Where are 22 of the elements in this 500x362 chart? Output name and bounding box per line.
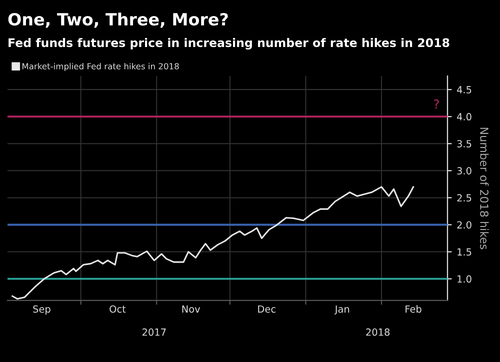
annotation: ? xyxy=(434,99,439,109)
line-series xyxy=(12,186,414,300)
text: 2018 xyxy=(366,328,390,336)
x-tick-label: Oct xyxy=(110,305,126,313)
chart-title: One, Two, Three, More? xyxy=(8,12,228,28)
y-tick-label: 1.0 xyxy=(458,275,472,283)
y-tick-label: 4.5 xyxy=(457,86,472,94)
y-tick-label: 1.5 xyxy=(458,248,472,256)
x-tick-label: Jan xyxy=(334,305,350,315)
x-tick-label: Sep xyxy=(33,305,50,315)
y-tick-label: 2.5 xyxy=(457,194,472,202)
y-tick-label: 2.0 xyxy=(457,221,472,229)
x-tick-label: Nov xyxy=(182,305,200,313)
text: 2017 xyxy=(142,328,166,336)
x-tick-label: Feb xyxy=(406,305,422,313)
chart-subtitle: Fed funds futures price in increasing number of rate hikes in 2018 xyxy=(8,38,450,50)
y-tick-label: 3.5 xyxy=(457,140,472,148)
y-axis-title: Number of 2018 hikes xyxy=(480,128,489,250)
legend-label: Market-implied Fed rate hikes in 2018 xyxy=(22,62,179,72)
x-tick-label: Dec xyxy=(258,305,276,313)
y-tick-label: 3.0 xyxy=(457,167,472,174)
y-tick-label: 4.0 xyxy=(457,113,472,120)
